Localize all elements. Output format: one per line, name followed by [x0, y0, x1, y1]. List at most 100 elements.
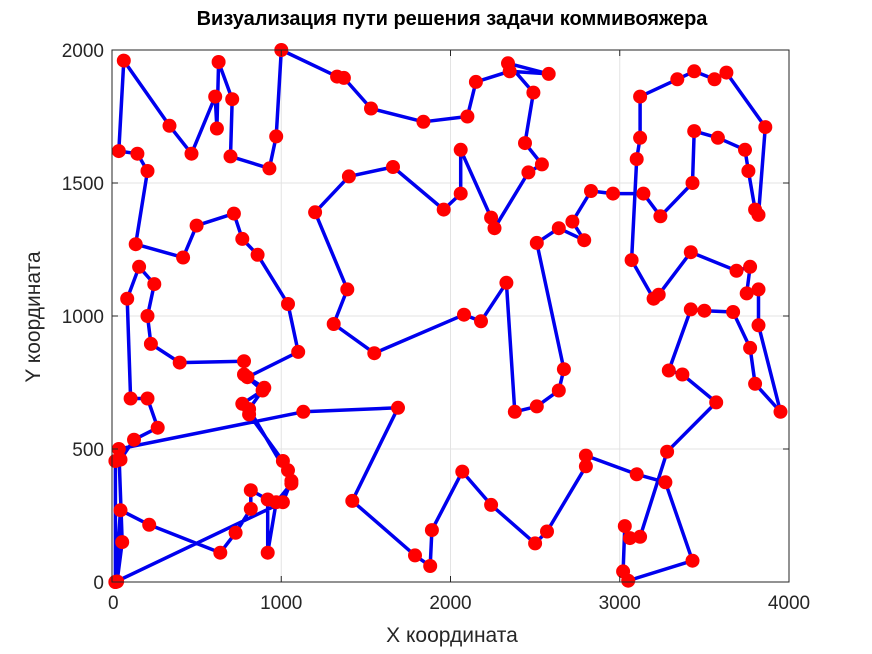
city-point	[123, 391, 138, 406]
city-point	[624, 253, 639, 268]
city-point	[518, 136, 532, 151]
city-point	[751, 282, 766, 297]
city-point	[237, 354, 251, 369]
city-point	[340, 282, 355, 297]
city-point	[330, 69, 345, 84]
city-point	[250, 247, 265, 262]
city-point	[687, 64, 702, 79]
city-point	[416, 114, 431, 129]
chart-title: Визуализация пути решения задачи коммиво…	[197, 8, 709, 30]
city-point	[262, 161, 277, 176]
city-point	[710, 130, 725, 145]
city-point	[128, 237, 143, 252]
city-point	[172, 355, 187, 370]
city-point	[707, 72, 722, 87]
city-point	[748, 202, 763, 217]
city-point	[499, 275, 514, 290]
city-point	[453, 186, 468, 201]
city-point	[140, 391, 155, 406]
city-point	[457, 307, 471, 322]
city-point	[225, 92, 240, 107]
city-point	[565, 214, 580, 229]
city-point	[556, 362, 571, 377]
city-point	[741, 164, 756, 178]
city-point	[189, 218, 204, 233]
city-point	[551, 383, 566, 398]
city-point	[551, 221, 566, 236]
city-point	[341, 169, 356, 184]
city-point	[685, 176, 700, 190]
city-point	[386, 160, 400, 174]
x-tick-label: 1000	[260, 593, 302, 614]
city-point	[636, 186, 651, 201]
city-point	[617, 519, 632, 534]
city-point	[743, 340, 758, 355]
x-tick-label: 4000	[768, 593, 810, 614]
city-point	[115, 535, 130, 550]
city-point	[281, 297, 295, 311]
city-point	[226, 206, 241, 221]
city-point	[528, 536, 543, 551]
city-point	[132, 259, 147, 274]
city-point	[685, 553, 700, 568]
city-point	[616, 564, 631, 579]
city-point	[111, 442, 126, 456]
city-point	[739, 286, 754, 301]
city-point	[606, 186, 620, 201]
city-point	[709, 395, 724, 410]
city-point	[213, 545, 228, 560]
city-point	[240, 370, 255, 385]
city-point	[345, 493, 360, 508]
city-point	[108, 454, 123, 468]
x-axis-label: X координата	[386, 624, 518, 647]
city-point	[140, 309, 155, 323]
city-point	[687, 124, 702, 139]
city-point	[243, 483, 258, 498]
city-point	[223, 149, 238, 164]
city-point	[460, 109, 475, 124]
city-point	[521, 165, 536, 180]
city-point	[468, 74, 483, 89]
city-point	[578, 459, 593, 474]
city-point	[423, 559, 438, 573]
city-point	[726, 305, 741, 319]
city-point	[738, 142, 752, 157]
city-point	[540, 524, 554, 539]
city-point	[147, 277, 162, 292]
city-point	[484, 210, 499, 225]
city-point	[622, 531, 637, 546]
city-point	[269, 129, 284, 144]
city-point	[529, 235, 544, 250]
city-point	[577, 233, 592, 248]
city-point	[729, 263, 744, 278]
city-point	[751, 318, 766, 333]
city-point	[653, 209, 668, 224]
city-point	[367, 346, 382, 361]
city-point	[275, 454, 290, 468]
city-point	[453, 142, 468, 157]
city-point	[391, 400, 405, 415]
city-point	[211, 55, 226, 69]
city-point	[308, 205, 323, 220]
city-point	[697, 303, 712, 318]
city-point	[502, 64, 517, 79]
city-point	[275, 495, 290, 510]
city-point	[260, 545, 275, 560]
city-point	[142, 517, 157, 532]
city-point	[670, 72, 685, 87]
city-point	[719, 65, 734, 80]
city-point	[436, 202, 451, 217]
city-point	[140, 164, 155, 178]
y-tick-label: 1500	[62, 174, 104, 195]
city-point	[660, 444, 675, 459]
city-point	[507, 404, 522, 419]
city-point	[487, 221, 502, 236]
city-point	[455, 464, 470, 479]
y-tick-label: 1000	[62, 307, 104, 328]
city-point	[127, 432, 141, 447]
city-point	[257, 380, 272, 395]
city-point	[326, 317, 341, 331]
y-tick-label: 0	[93, 573, 104, 594]
city-point	[633, 529, 648, 544]
